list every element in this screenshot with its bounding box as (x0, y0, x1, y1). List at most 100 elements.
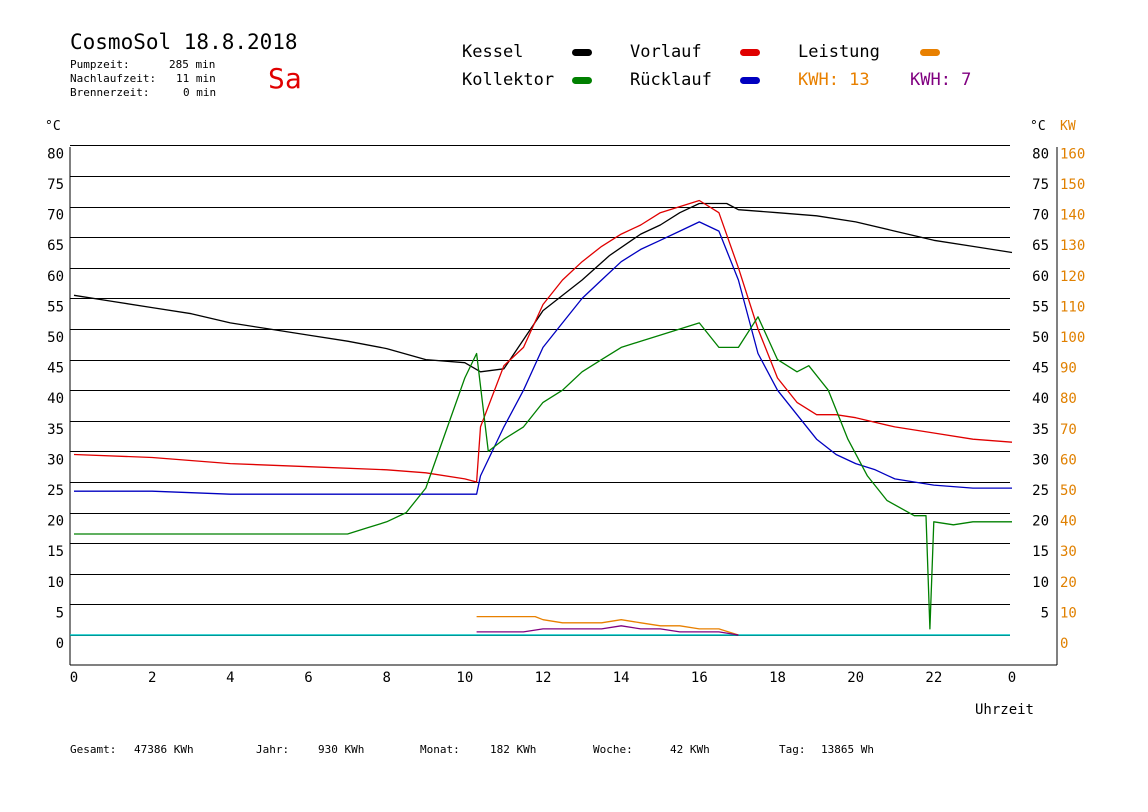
y2-tick-label: 90 (1060, 361, 1077, 377)
y-tick-label-left: 35 (47, 422, 64, 438)
series-line-vorlauf (73, 199, 1013, 483)
y2-tick-label: 0 (1060, 636, 1068, 652)
y-axis-unit-right: °C (1030, 119, 1046, 134)
series-line-leistung (476, 615, 739, 636)
y-tick-label-left: 30 (47, 452, 64, 468)
weekday-label: Sa (268, 62, 302, 95)
legend-kollektor-label: Kollektor (462, 70, 555, 90)
legend-leistung-swatch (920, 49, 940, 56)
y-tick-label-left: 50 (47, 330, 64, 346)
y2-tick-label: 60 (1060, 452, 1077, 468)
footer-monat-value: 182 KWh (490, 743, 537, 756)
x-tick-label: 8 (382, 670, 390, 686)
x-tick-label: 12 (535, 670, 552, 686)
y-tick-label-left: 15 (47, 544, 64, 560)
footer-tag-value: 13865 Wh (821, 743, 874, 756)
y2-tick-label: 120 (1060, 269, 1085, 285)
legend-vorlauf-label: Vorlauf (630, 42, 702, 62)
x-tick-label: 14 (613, 670, 630, 686)
y-tick-label-right: 60 (1032, 269, 1049, 285)
series-line-kollektor (74, 316, 1012, 630)
y-tick-label-right: 45 (1032, 361, 1049, 377)
footer-tag-label: Tag: (779, 743, 806, 756)
y-tick-label-left: 5 (56, 605, 64, 621)
y-tick-label-left: 75 (47, 177, 64, 193)
y-tick-label-left: 40 (47, 391, 64, 407)
y-tick-label-right: 15 (1032, 544, 1049, 560)
y2-tick-label: 110 (1060, 299, 1085, 315)
y-tick-label-right: 50 (1032, 330, 1049, 346)
nachlaufzeit-label: Nachlaufzeit: (70, 72, 157, 85)
y-tick-label-right: 10 (1032, 575, 1049, 591)
y2-tick-label: 100 (1060, 330, 1085, 346)
brennerzeit-label: Brennerzeit: (70, 86, 150, 99)
series-line-kessel (73, 202, 1013, 373)
brennerzeit-value: 0 min (183, 86, 217, 99)
y-tick-label-right: 70 (1032, 208, 1049, 224)
legend-kessel-swatch (572, 49, 592, 56)
legend-kwh-a: KWH: 13 (798, 70, 870, 90)
y-tick-label-right: 65 (1032, 238, 1049, 254)
y2-tick-label: 30 (1060, 544, 1077, 560)
x-tick-label: 22 (925, 670, 942, 686)
y-axis-unit-left: °C (45, 119, 61, 134)
x-tick-label: 20 (847, 670, 864, 686)
y-tick-label-right: 35 (1032, 422, 1049, 438)
footer-woche-label: Woche: (593, 743, 633, 756)
y2-tick-label: 160 (1060, 146, 1085, 162)
nachlaufzeit-value: 11 min (176, 72, 216, 85)
y-tick-label-left: 60 (47, 269, 64, 285)
footer-monat-label: Monat: (420, 743, 460, 756)
legend-kwh-b: KWH: 7 (910, 70, 972, 90)
legend-vorlauf-swatch (740, 49, 760, 56)
x-tick-label: 6 (304, 670, 312, 686)
y-tick-label-left: 45 (47, 361, 64, 377)
y-tick-label-right: 80 (1032, 146, 1049, 162)
footer-jahr-label: Jahr: (256, 743, 290, 756)
y2-tick-label: 140 (1060, 208, 1085, 224)
y2-tick-label: 40 (1060, 514, 1077, 530)
x-tick-label: 0 (70, 670, 78, 686)
legend-kollektor-swatch (572, 77, 592, 84)
footer-woche-value: 42 KWh (670, 743, 710, 756)
y2-tick-label: 20 (1060, 575, 1077, 591)
legend-kessel-label: Kessel (462, 42, 524, 62)
y2-axis-unit: KW (1060, 119, 1076, 134)
x-axis-title: Uhrzeit (975, 702, 1034, 718)
y2-tick-label: 150 (1060, 177, 1085, 193)
y-tick-label-right: 20 (1032, 514, 1049, 530)
legend-leistung-label: Leistung (798, 42, 880, 62)
y-tick-label-right: 25 (1032, 483, 1049, 499)
y-tick-label-left: 20 (47, 514, 64, 530)
y2-tick-label: 80 (1060, 391, 1077, 407)
y2-tick-label: 130 (1060, 238, 1085, 254)
y-tick-label-left: 55 (47, 299, 64, 315)
x-tick-label: 2 (148, 670, 156, 686)
legend-ruecklauf-swatch (740, 77, 760, 84)
y-tick-label-left: 25 (47, 483, 64, 499)
chart-title: CosmoSol 18.8.2018 (70, 30, 298, 54)
y-tick-label-left: 0 (56, 636, 64, 652)
y2-tick-label: 70 (1060, 422, 1077, 438)
x-tick-label: 18 (769, 670, 786, 686)
y-tick-label-left: 80 (47, 146, 64, 162)
pumpzeit-value: 285 min (169, 58, 216, 71)
footer-jahr-value: 930 KWh (318, 743, 365, 756)
y2-tick-label: 50 (1060, 483, 1077, 499)
series-line-kwh-7 (476, 625, 739, 636)
y-tick-label-left: 10 (47, 575, 64, 591)
footer-gesamt-value: 47386 KWh (134, 743, 194, 756)
y-tick-label-left: 70 (47, 208, 64, 224)
x-tick-label: 16 (691, 670, 708, 686)
pumpzeit-label: Pumpzeit: (70, 58, 130, 71)
y-tick-label-left: 65 (47, 238, 64, 254)
y-tick-label-right: 55 (1032, 299, 1049, 315)
series-line-r-cklauf (74, 221, 1012, 495)
y2-tick-label: 10 (1060, 605, 1077, 621)
legend-ruecklauf-label: Rücklauf (630, 70, 712, 90)
y-tick-label-right: 30 (1032, 452, 1049, 468)
y-tick-label-right: 40 (1032, 391, 1049, 407)
y-tick-label-right: 75 (1032, 177, 1049, 193)
y-tick-label-right: 5 (1041, 605, 1049, 621)
